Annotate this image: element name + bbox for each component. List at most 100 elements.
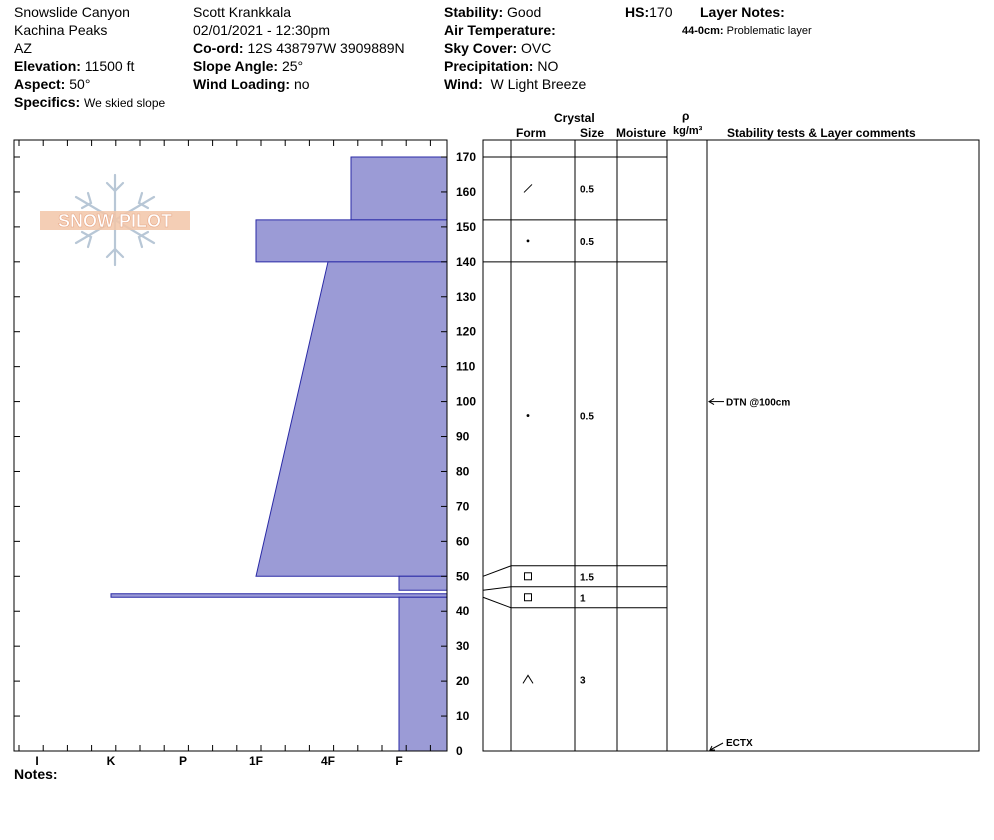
stability-label: Stability: (444, 4, 504, 20)
hardness-layer-5 (398, 596, 448, 752)
stability-value: Good (507, 4, 542, 20)
height-tick-label: 170 (456, 150, 476, 164)
wind-value: W Light Breeze (490, 76, 587, 92)
specifics: Specifics: We skied slope (14, 93, 165, 112)
notes-label: Notes: (14, 766, 58, 782)
layer-connector (482, 586, 512, 591)
decomposing-fragments-icon (526, 239, 530, 243)
coordinates: Co-ord: 12S 438797W 3909889N (193, 39, 405, 57)
elevation-value: 11500 ft (84, 58, 135, 74)
air-temperature: Air Temperature: (444, 21, 556, 39)
depth-hoar-icon (522, 674, 534, 684)
height-tick-label: 120 (456, 325, 476, 339)
stability-test-label: ECTX (726, 738, 753, 749)
stability-test-pointer (709, 742, 724, 751)
specifics-label: Specifics: (14, 94, 81, 110)
hardness-layer-1 (255, 219, 448, 263)
crystal-size: 0.5 (580, 184, 594, 195)
height-axis: 0 10 20 30 40 50 60 70 80 90 100 110 120 130 140 150 160… (456, 150, 476, 758)
wind: Wind: W Light Breeze (444, 75, 586, 93)
size-header: Size (580, 126, 605, 140)
snow-height: HS:170 (625, 3, 672, 21)
hardness-label-1F: 1F (249, 754, 263, 768)
hardness-profile (110, 156, 448, 752)
crystal-size: 0.5 (580, 237, 594, 248)
observer-name: Scott Krankkala (193, 4, 292, 20)
slope-label: Slope Angle: (193, 58, 279, 74)
precip-value: NO (537, 58, 559, 74)
height-tick-label: 10 (456, 709, 470, 723)
location-name: Snowslide Canyon (14, 4, 130, 20)
crystal-size: 1 (580, 593, 586, 604)
height-tick-label: 100 (456, 395, 476, 409)
hardness-ticks (14, 140, 447, 752)
aspect-label: Aspect: (14, 76, 66, 92)
layer-connector (482, 596, 512, 609)
hardness-layer-2 (255, 261, 448, 577)
crystal-size: 3 (580, 675, 586, 686)
crystal-header: Crystal (554, 111, 595, 125)
elevation: Elevation: 11500 ft (14, 57, 134, 75)
hs-label: HS: (625, 4, 650, 20)
aspect: Aspect: 50° (14, 75, 90, 93)
hardness-chart-frame (13, 139, 448, 752)
height-tick-label: 20 (456, 674, 470, 688)
hardness-label-P: P (179, 754, 187, 768)
hardness-layer-4 (110, 593, 448, 598)
moisture-header: Moisture (616, 126, 667, 140)
decomposing-fragments-icon (526, 414, 530, 417)
density-unit: kg/m³ (673, 125, 703, 137)
layer-note-text: Problematic layer (726, 25, 812, 37)
height-tick-label: 130 (456, 290, 476, 304)
layer-table: 0.5 0.5 0.5 1.5 1 3 (482, 139, 980, 752)
sky-value: OVC (521, 40, 552, 56)
sky-cover: Sky Cover: OVC (444, 39, 551, 57)
slope-angle: Slope Angle: 25° (193, 57, 303, 75)
slope-value: 25° (281, 58, 304, 74)
stability-tests: DTN @100cm ECTX (708, 398, 790, 751)
height-tick-label: 30 (456, 639, 470, 653)
sky-label: Sky Cover: (444, 40, 518, 56)
layer-connector (482, 565, 512, 577)
height-tick-label: 110 (456, 360, 476, 374)
hardness-label-K: K (107, 754, 116, 768)
hs-value: 170 (649, 4, 673, 20)
crystal-size: 0.5 (580, 412, 594, 423)
precip-label: Precipitation: (444, 58, 534, 74)
layer-table-frame (482, 139, 980, 752)
elevation-label: Elevation: (14, 58, 81, 74)
height-tick-label: 40 (456, 604, 470, 618)
stability-test-label: DTN @100cm (726, 398, 790, 409)
air-temp-label: Air Temperature: (444, 22, 556, 38)
height-tick-label: 140 (456, 255, 476, 269)
arrow-head-icon (708, 398, 715, 406)
stability-tests-header: Stability tests & Layer comments (727, 126, 916, 140)
layer-note: 44-0cm: Problematic layer (682, 22, 812, 40)
hardness-label-F: F (395, 754, 402, 768)
crystal-size: 1.5 (580, 572, 594, 583)
mountain-range: Kachina Peaks (14, 22, 108, 38)
height-tick-label: 70 (456, 499, 470, 513)
faceted-crystals-icon (524, 572, 532, 581)
form-header: Form (516, 126, 546, 140)
observation-datetime: 02/01/2021 - 12:30pm (193, 22, 330, 38)
snowpilot-logo: SNOW PILOT (40, 173, 190, 267)
height-tick-label: 90 (456, 430, 470, 444)
height-tick-label: 160 (456, 185, 476, 199)
precipitation: Precipitation: NO (444, 57, 558, 75)
hardness-layer-3 (398, 575, 448, 591)
hardness-layer-0 (350, 156, 448, 221)
height-tick-label: 60 (456, 534, 470, 548)
layer-notes-label: Layer Notes: (700, 4, 785, 20)
height-tick-label: 0 (456, 744, 463, 758)
height-tick-label: 50 (456, 569, 470, 583)
specifics-value: We skied slope (84, 96, 166, 110)
layer-note-depth: 44-0cm: (682, 25, 724, 37)
wind-loading-value: no (293, 76, 310, 92)
wind-loading: Wind Loading: no (193, 75, 310, 93)
hardness-scale: I K P 1F 4F F (35, 754, 402, 768)
faceted-crystals-icon (524, 593, 532, 602)
stability: Stability: Good (444, 3, 541, 21)
wind-label: Wind: (444, 76, 483, 92)
